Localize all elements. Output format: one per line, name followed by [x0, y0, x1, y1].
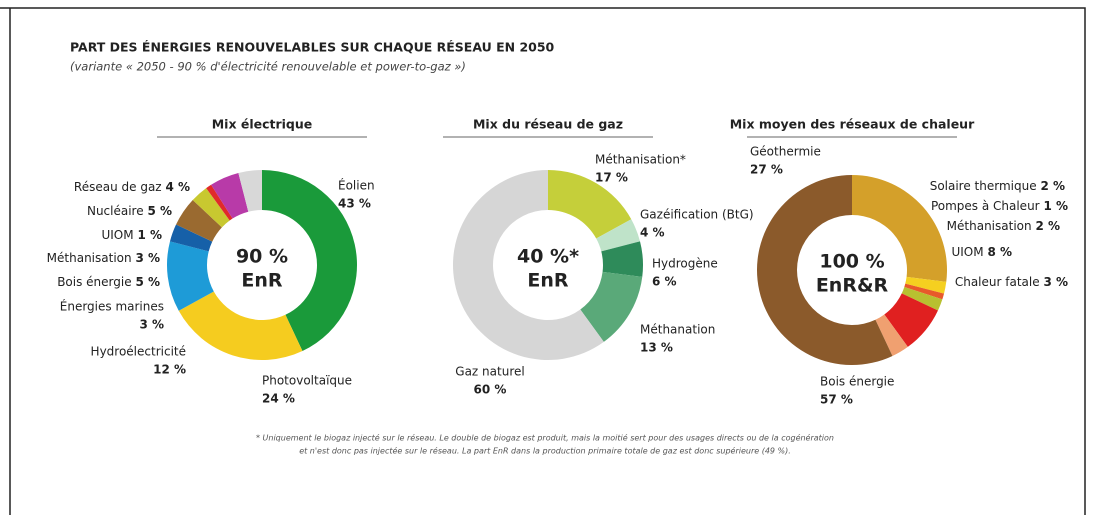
- slice: [548, 170, 632, 239]
- frame: [0, 7, 1086, 515]
- slice-name: Bois énergie: [57, 275, 131, 289]
- slice-label: Solaire thermique 2 %: [930, 179, 1065, 193]
- slice-value: 24 %: [262, 392, 295, 406]
- slice-value: 3 %: [135, 251, 160, 265]
- center-value: 40 %*: [517, 246, 579, 268]
- slice-value: 2 %: [1040, 179, 1065, 193]
- slice-name: Hydroélectricité: [91, 345, 186, 359]
- footnote: et n'est donc pas injectée sur le réseau…: [299, 446, 791, 456]
- slice-value: 2 %: [1035, 219, 1060, 233]
- center-label: EnR&R: [816, 275, 889, 297]
- slice-value: 3 %: [1043, 275, 1068, 289]
- slice: [262, 170, 357, 351]
- slice: [905, 276, 947, 294]
- slice-value: 60 %: [474, 383, 507, 397]
- slice-label: Bois énergie 5 %: [57, 275, 160, 289]
- slice-name: Énergies marines: [60, 299, 164, 314]
- subtitle: (variante « 2050 - 90 % d'électricité re…: [70, 60, 466, 74]
- slice-value: 1 %: [137, 228, 162, 242]
- slice-value: 5 %: [147, 204, 172, 218]
- slice-value: 13 %: [640, 341, 673, 355]
- slice-value: 5 %: [135, 275, 160, 289]
- slice: [875, 314, 908, 356]
- slice-label: UIOM 8 %: [951, 245, 1012, 259]
- slice-name: Éolien: [338, 178, 375, 193]
- footnote: * Uniquement le biogaz injecté sur le ré…: [256, 433, 834, 443]
- slice-value: 17 %: [595, 171, 628, 185]
- slice-value: 1 %: [1043, 199, 1068, 213]
- slice-label: Pompes à Chaleur 1 %: [931, 199, 1068, 213]
- slice-name: Gaz naturel: [455, 365, 524, 379]
- slice: [453, 170, 604, 360]
- slice-value: 12 %: [153, 363, 186, 377]
- slice: [852, 175, 947, 282]
- slice-label: UIOM 1 %: [101, 228, 162, 242]
- slice-value: 6 %: [652, 275, 677, 289]
- slice: [176, 199, 222, 242]
- slice-name: Méthanisation*: [595, 153, 686, 167]
- slice-label: Méthanisation 2 %: [947, 219, 1060, 233]
- chart-title: Mix du réseau de gaz: [473, 117, 623, 132]
- slice: [757, 175, 893, 365]
- slice-name: Nucléaire: [87, 204, 144, 218]
- chart-title: Mix électrique: [212, 117, 313, 132]
- slice: [901, 286, 943, 311]
- slice-value: 4 %: [640, 226, 665, 240]
- slice-name: Photovoltaïque: [262, 374, 352, 388]
- slice-name: Chaleur fatale: [955, 275, 1040, 289]
- center-value: 90 %: [236, 246, 288, 268]
- slice-label: Nucléaire 5 %: [87, 204, 172, 218]
- chart-title: Mix moyen des réseaux de chaleur: [730, 117, 975, 132]
- slice-name: Méthanisation: [947, 219, 1032, 233]
- center-label: EnR: [527, 270, 569, 292]
- slice-name: UIOM: [101, 228, 133, 242]
- slice-name: Hydrogène: [652, 257, 718, 271]
- center-value: 100 %: [819, 251, 884, 273]
- slice-label: Méthanisation 3 %: [47, 251, 160, 265]
- slice-value: 4 %: [165, 180, 190, 194]
- slice: [167, 241, 214, 311]
- center-label: EnR: [241, 270, 283, 292]
- slice-label: Réseau de gaz 4 %: [74, 180, 190, 194]
- slice: [192, 188, 230, 228]
- slice-name: Solaire thermique: [930, 179, 1037, 193]
- slice: [580, 271, 643, 342]
- slice-name: Gazéification (BtG): [640, 208, 754, 222]
- slice-value: 57 %: [820, 393, 853, 407]
- slice-name: Bois énergie: [820, 375, 894, 389]
- slice: [206, 184, 233, 221]
- slice: [601, 241, 643, 277]
- slice-value: 43 %: [338, 197, 371, 211]
- slice-label: Chaleur fatale 3 %: [955, 275, 1068, 289]
- title: PART DES ÉNERGIES RENOUVELABLES SUR CHAQ…: [70, 40, 555, 55]
- slice-name: Pompes à Chaleur: [931, 199, 1040, 213]
- slice: [178, 291, 303, 361]
- slice-name: Géothermie: [750, 145, 821, 159]
- slice-value: 27 %: [750, 163, 783, 177]
- slice-name: Réseau de gaz: [74, 180, 162, 194]
- slice: [169, 224, 213, 252]
- slice: [596, 219, 641, 252]
- slice: [238, 170, 262, 212]
- slice-value: 8 %: [987, 245, 1012, 259]
- slice: [904, 283, 945, 300]
- slice-name: UIOM: [951, 245, 983, 259]
- slice: [211, 172, 249, 219]
- slice: [884, 293, 938, 347]
- slice-name: Méthanation: [640, 323, 715, 337]
- slice-value: 3 %: [139, 318, 164, 332]
- slice-name: Méthanisation: [47, 251, 132, 265]
